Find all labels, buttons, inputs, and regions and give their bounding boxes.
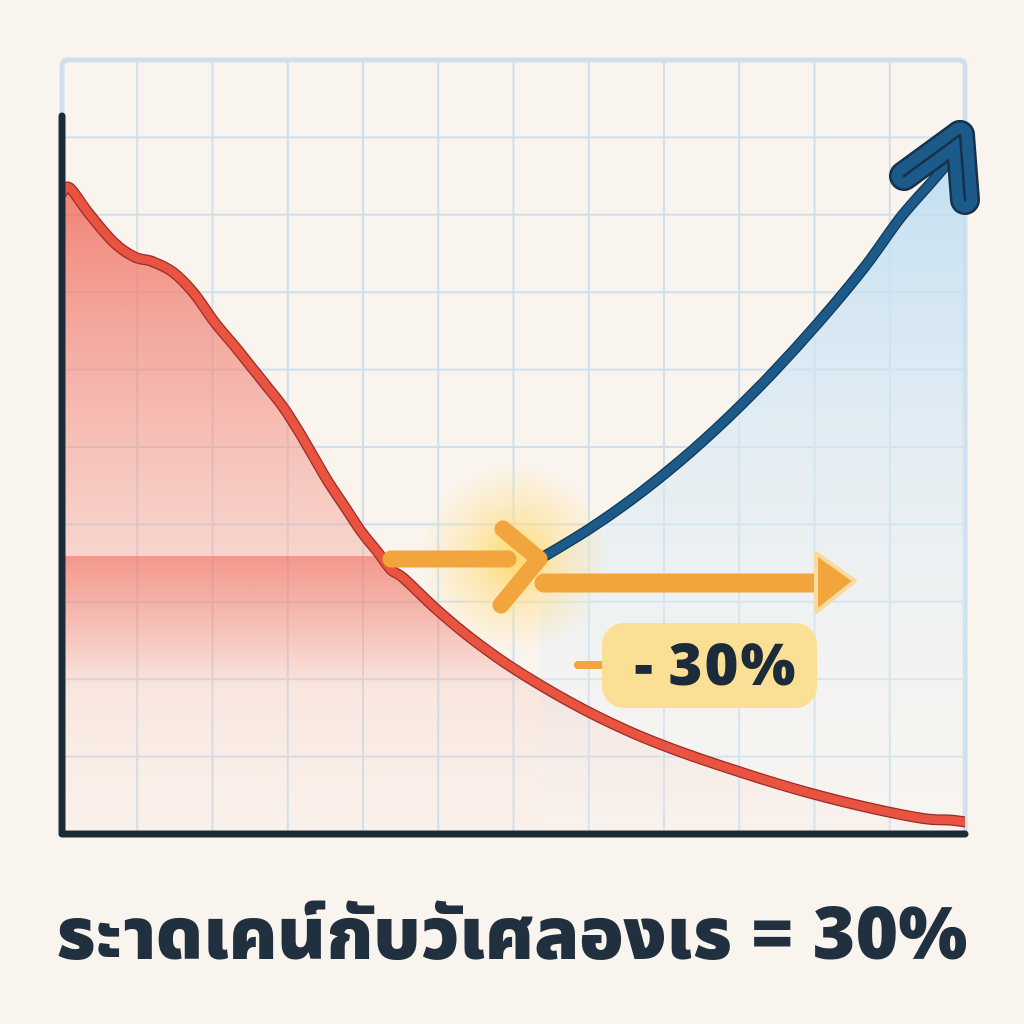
svg-text:− 30%: − 30% [634, 624, 797, 712]
